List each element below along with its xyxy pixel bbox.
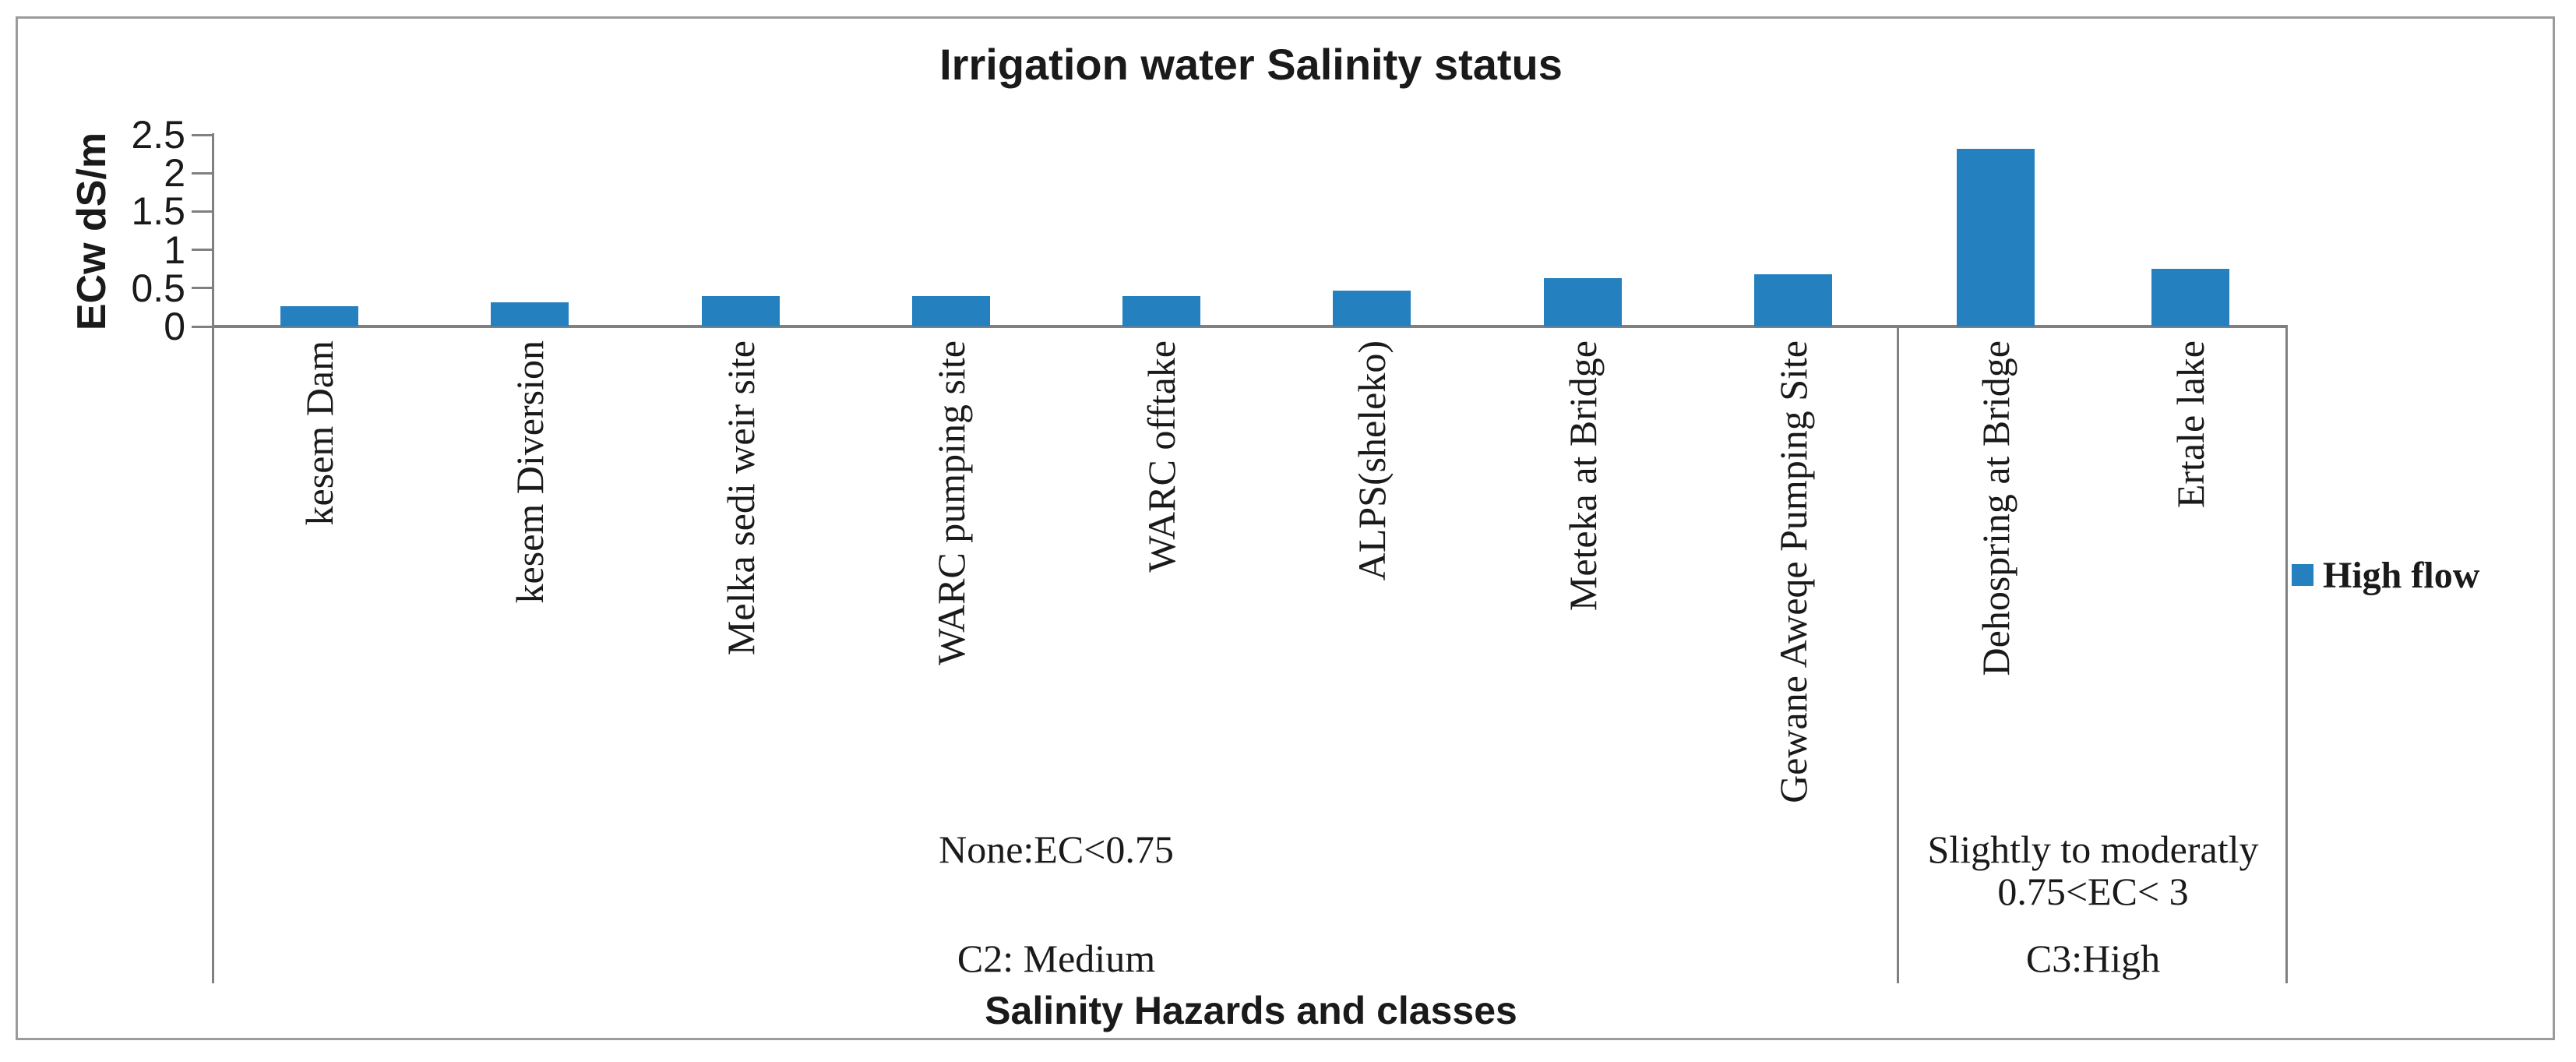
plot-right-line — [2285, 328, 2288, 983]
y-tick-label: 2 — [164, 151, 185, 196]
y-tick-label: 2.5 — [131, 113, 185, 157]
category-label: WARC pumping site — [924, 340, 978, 979]
category-label-text: Gewane Aweqe Pumping Site — [1771, 340, 1815, 803]
y-tick-mark — [192, 210, 214, 213]
category-label: Meteka at Bridge — [1556, 340, 1610, 979]
category-label-text: kesem Dam — [298, 340, 342, 526]
x-axis-title: Salinity Hazards and classes — [985, 989, 1517, 1032]
legend-swatch-high-flow — [2292, 564, 2313, 586]
y-tick-mark — [192, 287, 214, 290]
group-annotation-line: Slightly to moderatly — [1927, 827, 2259, 871]
bar-warc-pumping-site — [911, 295, 990, 326]
y-tick-label: 1 — [164, 228, 185, 272]
group-annotation-line: None:EC<0.75 — [939, 827, 1174, 871]
category-label: kesem Diversion — [502, 340, 557, 979]
group-class-label: C2: Medium — [957, 937, 1156, 980]
legend-label-high-flow: High flow — [2323, 554, 2480, 596]
category-label: Gewane Aweqe Pumping Site — [1766, 340, 1820, 979]
category-label-text: WARC offtake — [1140, 340, 1184, 573]
bar-gewane-aweqe-pumping-site — [1753, 274, 1832, 326]
bar-kesem-dam — [280, 306, 359, 326]
category-label: WARC offtake — [1134, 340, 1189, 979]
legend: High flow — [2292, 553, 2479, 597]
y-tick-mark — [192, 249, 214, 252]
y-axis-line — [212, 133, 214, 983]
bar-warc-offtake — [1122, 295, 1201, 326]
category-label-text: ALPS(sheleko) — [1350, 340, 1394, 581]
bar-dehospring-at-bridge — [1957, 148, 2035, 326]
bar-alps-sheleko- — [1333, 290, 1411, 326]
y-tick-mark — [192, 171, 214, 175]
chart-border — [16, 16, 2555, 1040]
group-divider-line — [1897, 328, 1899, 983]
chart-title: Irrigation water Salinity status — [939, 40, 1563, 89]
category-label-text: kesem Diversion — [508, 340, 552, 604]
y-tick-mark — [192, 325, 214, 328]
bar-ertale-lake — [2151, 269, 2229, 326]
bar-kesem-diversion — [491, 302, 569, 326]
bar-meteka-at-bridge — [1543, 278, 1622, 326]
category-label: ALPS(sheleko) — [1344, 340, 1399, 979]
category-label: Melka sedi weir site — [714, 340, 768, 979]
group-annotation-line: 0.75<EC< 3 — [1997, 870, 2189, 913]
category-label-text: Melka sedi weir site — [718, 340, 763, 656]
y-tick-label: 0.5 — [131, 266, 185, 310]
category-label-text: Dehospring at Bridge — [1974, 340, 2017, 676]
category-label-text: WARC pumping site — [929, 340, 973, 665]
y-tick-mark — [192, 133, 214, 136]
category-label-text: Ertale lake — [2169, 340, 2212, 509]
y-tick-label: 0 — [164, 305, 185, 348]
category-label-text: Meteka at Bridge — [1560, 340, 1605, 612]
bar-melka-sedi-weir-site — [701, 295, 780, 326]
y-tick-label: 1.5 — [131, 189, 185, 234]
group-class-label: C3:High — [2025, 937, 2161, 980]
x-axis-baseline — [212, 325, 2288, 328]
category-label: kesem Dam — [292, 340, 347, 979]
